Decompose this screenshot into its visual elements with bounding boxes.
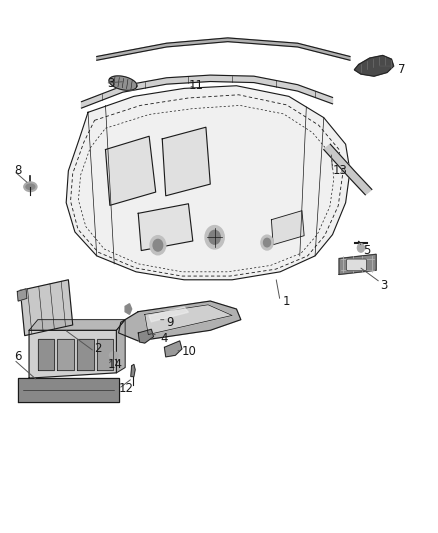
Circle shape (209, 230, 220, 244)
Polygon shape (81, 75, 332, 108)
Polygon shape (77, 340, 94, 370)
Polygon shape (149, 307, 188, 322)
Polygon shape (66, 86, 350, 280)
Text: 3: 3 (108, 77, 115, 90)
Polygon shape (272, 211, 304, 245)
Text: 14: 14 (108, 358, 123, 372)
Text: 6: 6 (14, 350, 21, 364)
Polygon shape (97, 340, 113, 370)
Polygon shape (109, 76, 137, 90)
Text: 12: 12 (119, 382, 134, 395)
Text: 10: 10 (182, 345, 197, 358)
Circle shape (150, 236, 166, 255)
Text: 4: 4 (160, 332, 168, 345)
Ellipse shape (110, 352, 118, 359)
Text: 13: 13 (332, 164, 347, 177)
Text: 9: 9 (166, 316, 174, 329)
Polygon shape (20, 280, 73, 336)
Polygon shape (117, 320, 125, 373)
Polygon shape (354, 55, 394, 76)
Text: 11: 11 (188, 79, 203, 92)
Polygon shape (29, 330, 117, 378)
Polygon shape (145, 305, 232, 335)
Polygon shape (125, 304, 132, 314)
Ellipse shape (26, 184, 35, 189)
Polygon shape (162, 127, 210, 196)
Polygon shape (57, 340, 74, 370)
Polygon shape (38, 340, 54, 370)
Circle shape (261, 235, 273, 250)
Text: 3: 3 (381, 279, 388, 292)
Circle shape (357, 244, 364, 252)
Text: 2: 2 (95, 342, 102, 356)
Text: 5: 5 (363, 244, 371, 257)
Polygon shape (106, 136, 155, 205)
Polygon shape (339, 254, 376, 274)
Circle shape (264, 238, 271, 247)
Polygon shape (324, 144, 372, 195)
Circle shape (205, 225, 224, 249)
Text: 7: 7 (398, 63, 406, 76)
Polygon shape (119, 301, 241, 341)
FancyBboxPatch shape (346, 259, 367, 271)
Ellipse shape (24, 182, 37, 191)
Polygon shape (138, 204, 193, 251)
Polygon shape (18, 378, 119, 402)
Text: 8: 8 (14, 164, 21, 177)
Polygon shape (97, 38, 350, 60)
Polygon shape (164, 341, 182, 357)
Polygon shape (131, 365, 135, 376)
Polygon shape (29, 320, 125, 330)
Text: 1: 1 (283, 295, 290, 308)
Polygon shape (17, 289, 27, 301)
Polygon shape (138, 329, 153, 343)
Circle shape (153, 239, 162, 251)
